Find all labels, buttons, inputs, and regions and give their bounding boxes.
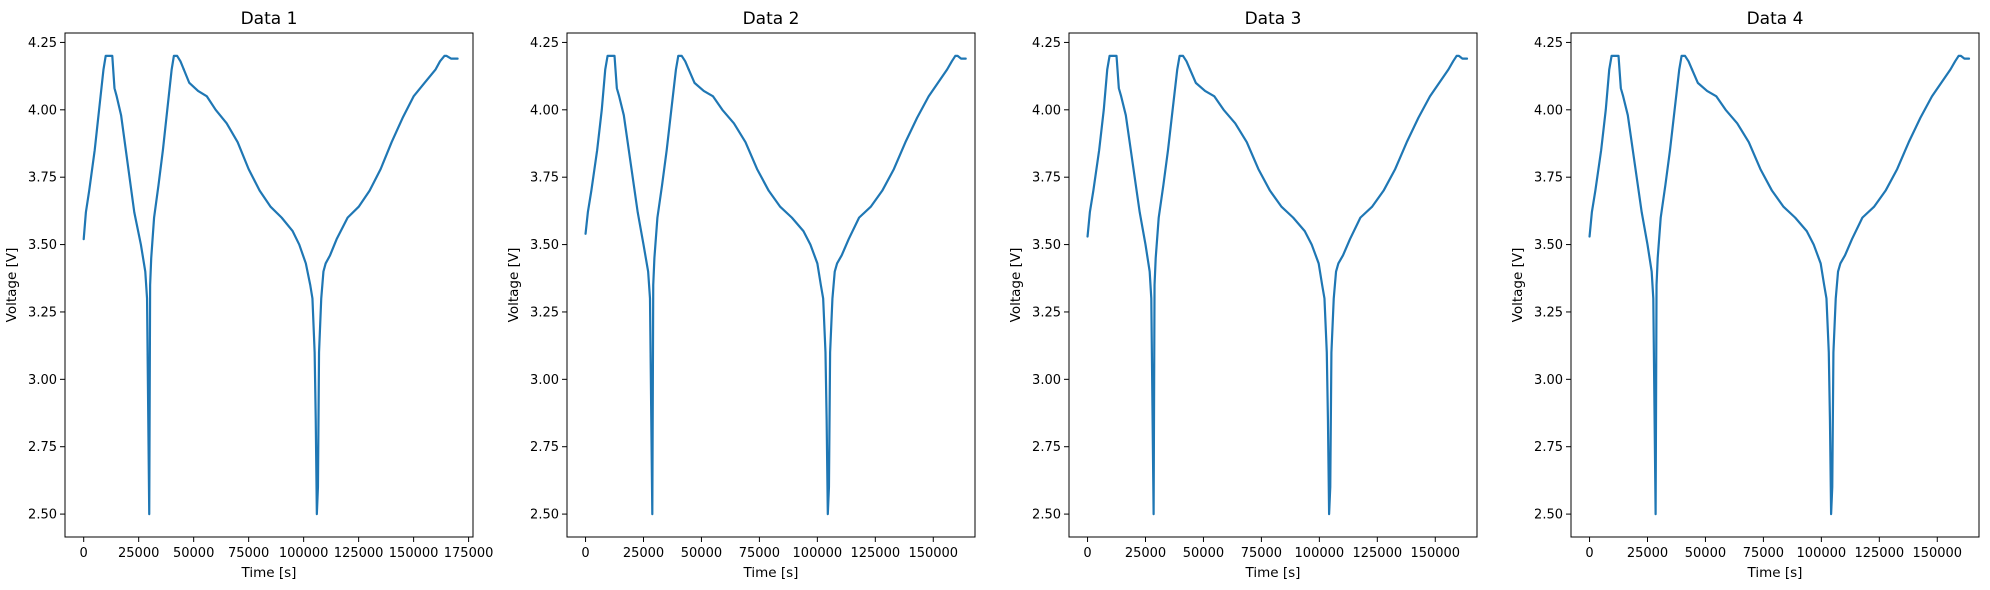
plot-area xyxy=(82,54,459,516)
x-axis-label: Time [s] xyxy=(743,565,799,581)
y-tick-label: 3.25 xyxy=(1534,305,1563,320)
x-tick-label: 100000 xyxy=(793,546,843,561)
y-tick-label: 3.00 xyxy=(530,373,559,388)
x-tick-label: 75000 xyxy=(1241,546,1282,561)
y-tick-label: 3.50 xyxy=(1032,238,1061,253)
axes-frame xyxy=(1570,32,1980,538)
y-tick-label: 3.00 xyxy=(1032,373,1061,388)
y-axis-label: Voltage [V] xyxy=(1510,248,1526,323)
x-tick-label: 25000 xyxy=(623,546,664,561)
x-tick-label: 75000 xyxy=(228,546,269,561)
y-axis-label: Voltage [V] xyxy=(506,248,522,323)
x-tick-label: 0 xyxy=(1585,546,1593,561)
x-tick-label: 125000 xyxy=(1854,546,1904,561)
y-tick-label: 3.75 xyxy=(1032,171,1061,186)
series-line-segment-1 xyxy=(82,54,185,516)
x-tick-label: 150000 xyxy=(908,546,958,561)
y-tick-label: 3.00 xyxy=(28,373,57,388)
chart-4: 0 25000 50000 75000 100000 125000 150000 2.50 2.… xyxy=(1510,9,1980,581)
y-tick-label: 2.75 xyxy=(1534,440,1563,455)
y-tick-label: 3.00 xyxy=(1534,373,1563,388)
y-axis-label: Voltage [V] xyxy=(4,248,20,323)
series-line-segment-1 xyxy=(1086,54,1192,516)
x-tick-label: 50000 xyxy=(173,546,214,561)
x-tick-label: 75000 xyxy=(739,546,780,561)
chart-3: 0 25000 50000 75000 100000 125000 150000 2.50 2.… xyxy=(1008,9,1478,581)
series-line-segment-2 xyxy=(182,54,459,516)
x-tick-label: 0 xyxy=(1083,546,1091,561)
y-tick-label: 4.25 xyxy=(530,36,559,51)
y-tick-label: 3.50 xyxy=(28,238,57,253)
y-axis-label: Voltage [V] xyxy=(1008,248,1024,323)
series-line-segment-2 xyxy=(687,54,967,516)
plot-area xyxy=(1086,54,1469,516)
y-tick-label: 3.50 xyxy=(530,238,559,253)
x-tick-label: 175000 xyxy=(444,546,494,561)
chart-title: Data 3 xyxy=(1245,9,1302,29)
chart-title: Data 4 xyxy=(1747,9,1804,29)
y-tick-label: 2.75 xyxy=(530,440,559,455)
x-tick-label: 75000 xyxy=(1743,546,1784,561)
plot-area xyxy=(584,54,967,516)
x-tick-label: 150000 xyxy=(1410,546,1460,561)
x-tick-label: 125000 xyxy=(334,546,384,561)
chart-title: Data 2 xyxy=(743,9,800,29)
chart-title: Data 1 xyxy=(241,9,298,29)
y-tick-label: 4.25 xyxy=(1032,36,1061,51)
y-tick-label: 3.25 xyxy=(530,305,559,320)
chart-1: 0 25000 50000 75000 100000 125000 150000 175000… xyxy=(4,9,493,581)
chart-2: 0 25000 50000 75000 100000 125000 150000 2.50 2.… xyxy=(506,9,976,581)
series-line-segment-1 xyxy=(1588,54,1694,516)
y-tick-label: 2.75 xyxy=(1032,440,1061,455)
x-tick-label: 100000 xyxy=(279,546,329,561)
y-tick-label: 2.50 xyxy=(1534,508,1563,523)
x-tick-label: 100000 xyxy=(1797,546,1847,561)
x-axis-label: Time [s] xyxy=(1245,565,1301,581)
x-tick-label: 50000 xyxy=(1183,546,1224,561)
x-tick-label: 150000 xyxy=(1912,546,1962,561)
y-tick-label: 4.00 xyxy=(530,103,559,118)
y-tick-label: 3.75 xyxy=(1534,171,1563,186)
y-tick-label: 3.50 xyxy=(1534,238,1563,253)
y-tick-label: 3.75 xyxy=(28,171,57,186)
y-tick-label: 4.25 xyxy=(28,36,57,51)
x-tick-label: 125000 xyxy=(1352,546,1402,561)
y-tick-label: 2.75 xyxy=(28,440,57,455)
x-axis-label: Time [s] xyxy=(1747,565,1803,581)
axes-frame xyxy=(64,32,474,538)
y-tick-label: 2.50 xyxy=(1032,508,1061,523)
y-tick-label: 4.00 xyxy=(1534,103,1563,118)
x-tick-label: 50000 xyxy=(1685,546,1726,561)
series-line-segment-2 xyxy=(1690,54,1971,516)
y-tick-label: 4.25 xyxy=(1534,36,1563,51)
y-tick-label: 3.75 xyxy=(530,171,559,186)
x-tick-label: 0 xyxy=(80,546,88,561)
x-tick-label: 125000 xyxy=(850,546,900,561)
y-tick-label: 2.50 xyxy=(530,508,559,523)
x-tick-label: 25000 xyxy=(1627,546,1668,561)
y-tick-label: 3.25 xyxy=(28,305,57,320)
y-tick-label: 4.00 xyxy=(28,103,57,118)
plot-area xyxy=(1588,54,1971,516)
x-tick-label: 0 xyxy=(581,546,589,561)
y-tick-label: 2.50 xyxy=(28,508,57,523)
x-tick-label: 150000 xyxy=(389,546,439,561)
axes-frame xyxy=(566,32,976,538)
x-tick-label: 25000 xyxy=(118,546,159,561)
x-tick-label: 25000 xyxy=(1125,546,1166,561)
x-tick-label: 50000 xyxy=(681,546,722,561)
y-tick-label: 4.00 xyxy=(1032,103,1061,118)
series-line-segment-1 xyxy=(584,54,690,516)
y-tick-label: 3.25 xyxy=(1032,305,1061,320)
x-tick-label: 100000 xyxy=(1295,546,1345,561)
series-line-segment-2 xyxy=(1188,54,1469,516)
x-axis-label: Time [s] xyxy=(241,565,297,581)
axes-frame xyxy=(1068,32,1478,538)
